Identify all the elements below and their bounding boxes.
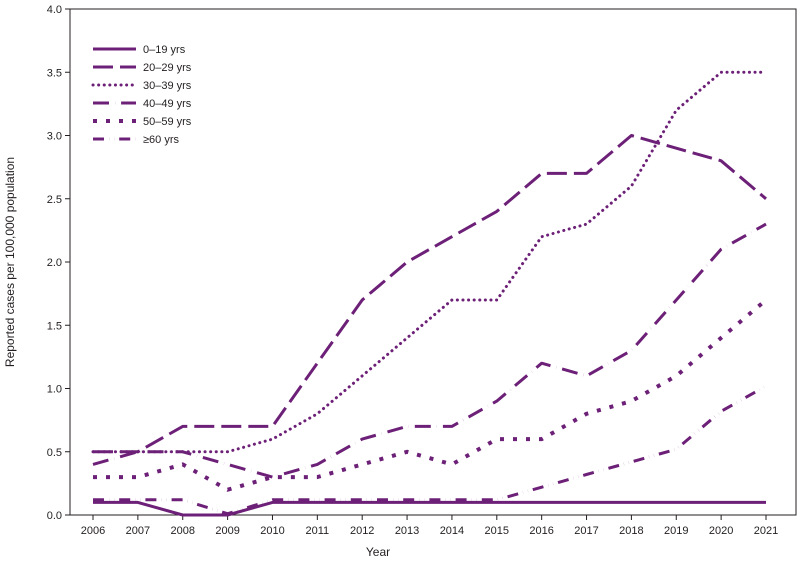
legend-label-3: 30–39 yrs bbox=[143, 80, 192, 92]
series-line-4 bbox=[92, 222, 767, 479]
x-tick-label: 2020 bbox=[709, 525, 733, 537]
series-line-2 bbox=[93, 134, 767, 454]
legend-label-6: ≥60 yrs bbox=[143, 134, 179, 146]
y-tick-label: 2.0 bbox=[47, 257, 62, 269]
y-tick-label: 2.5 bbox=[47, 194, 62, 206]
series-line-1 bbox=[93, 500, 766, 517]
x-axis: 2006 2007 2008 2009 2010 2011 2012 2013 2014 2015… bbox=[81, 515, 778, 537]
x-tick-label: 2016 bbox=[529, 525, 553, 537]
y-tick-label: 1.0 bbox=[47, 384, 62, 396]
x-tick-label: 2021 bbox=[754, 525, 778, 537]
x-tick-label: 2012 bbox=[350, 525, 374, 537]
x-tick-label: 2015 bbox=[485, 525, 509, 537]
x-tick-label: 2010 bbox=[260, 525, 284, 537]
y-axis: 0.0 0.5 1.0 1.5 2.0 2.5 3.0 3.5 4.0 bbox=[47, 4, 70, 522]
legend-label-5: 50–59 yrs bbox=[143, 116, 192, 128]
x-axis-title: Year bbox=[366, 545, 390, 559]
series-layer bbox=[91, 70, 768, 517]
series-line-5 bbox=[93, 298, 768, 492]
x-tick-label: 2009 bbox=[215, 525, 239, 537]
x-tick-label: 2019 bbox=[664, 525, 688, 537]
y-tick-label: 1.5 bbox=[47, 320, 62, 332]
y-tick-label: 4.0 bbox=[47, 4, 62, 16]
legend: 0–19 yrs 20–29 yrs 30–39 yrs 40–49 yrs 50–59… bbox=[91, 44, 192, 146]
legend-label-4: 40–49 yrs bbox=[143, 98, 192, 110]
legend-label-1: 0–19 yrs bbox=[143, 44, 186, 56]
legend-label-2: 20–29 yrs bbox=[143, 62, 192, 74]
series-line-6 bbox=[93, 384, 767, 516]
y-tick-label: 0.0 bbox=[47, 510, 62, 522]
x-tick-label: 2018 bbox=[619, 525, 643, 537]
y-tick-label: 3.0 bbox=[47, 131, 62, 143]
x-tick-label: 2013 bbox=[395, 525, 419, 537]
y-tick-label: 0.5 bbox=[47, 447, 62, 459]
x-tick-label: 2011 bbox=[306, 525, 330, 537]
series-line-3 bbox=[91, 70, 768, 454]
y-tick-label: 3.5 bbox=[47, 67, 62, 79]
x-tick-label: 2008 bbox=[170, 525, 194, 537]
x-tick-label: 2014 bbox=[440, 525, 464, 537]
x-tick-label: 2017 bbox=[574, 525, 598, 537]
y-axis-title: Reported cases per 100,000 population bbox=[3, 157, 17, 367]
x-tick-label: 2007 bbox=[126, 525, 150, 537]
x-tick-label: 2006 bbox=[81, 525, 105, 537]
